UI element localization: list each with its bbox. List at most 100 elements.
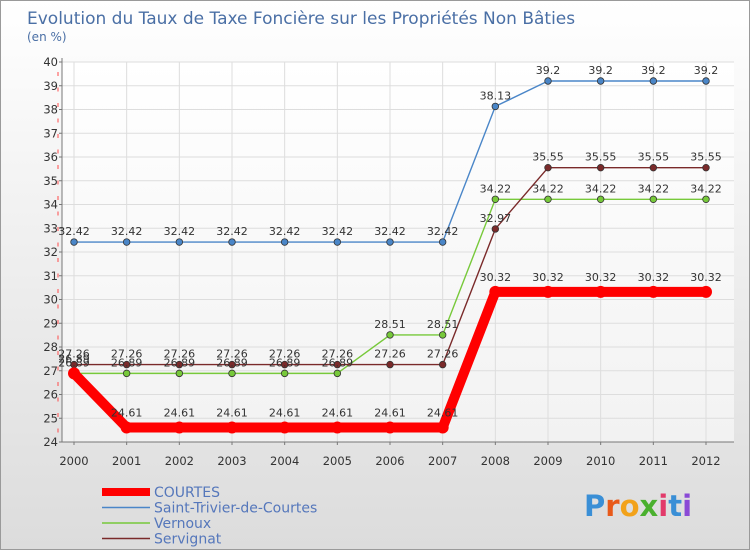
x-tick-label: 2007 [428,454,457,468]
data-label: 28.51 [374,318,406,331]
data-point [438,360,447,369]
data-point [280,369,289,378]
data-label: 30.32 [585,271,617,284]
data-label: 27.26 [164,348,196,361]
data-label: 26.89 [58,352,90,365]
y-tick-label: 30 [43,293,58,307]
data-point [702,77,710,85]
data-label: 26.89 [164,356,196,369]
data-label: 24.61 [427,407,459,420]
data-point [228,360,236,369]
data-label: 24.61 [374,407,406,420]
data-point [649,77,658,85]
data-point [489,285,502,298]
data-point [700,285,712,298]
x-tick-label: 2012 [691,454,720,468]
data-point [173,421,186,434]
data-label: 34.22 [638,182,670,195]
data-label: 27.26 [216,348,248,361]
data-point [491,195,500,203]
data-point [544,163,552,172]
data-label: 30.32 [690,271,722,284]
data-point [596,163,605,172]
data-label: 32.42 [216,225,248,238]
y-axis-unit-label: (en %) [27,30,67,44]
x-tick-label: 2005 [323,454,352,468]
data-point [175,238,184,246]
data-point [649,163,658,172]
data-label: 26.89 [58,356,90,369]
data-label: 24.61 [164,407,196,420]
data-label: 26.89 [322,356,354,369]
x-tick-label: 2009 [533,454,562,468]
data-point [596,195,605,203]
x-tick-label: 2011 [639,454,668,468]
x-tick-label: 2003 [217,454,246,468]
data-point [175,360,184,369]
data-label: 35.55 [532,151,564,164]
grid-lines [62,61,734,443]
data-point [386,331,394,339]
data-point [384,421,396,434]
data-label: 27.26 [58,348,90,361]
data-point [280,238,289,246]
data-point [228,369,236,378]
proxiti-logo-letter: i [682,489,692,523]
data-point [226,421,238,434]
data-point [386,238,394,246]
data-label: 24.61 [216,407,248,420]
proxiti-logo-letter: i [658,489,668,523]
data-label: 32.42 [164,225,196,238]
data-point [278,421,291,434]
data-label: 38.13 [480,89,512,102]
data-point [122,238,131,246]
x-tick-label: 2002 [165,454,194,468]
data-label: 27.26 [322,348,354,361]
data-point [122,369,131,378]
x-tick-label: 2006 [375,454,404,468]
data-label: 32.42 [58,225,90,238]
legend-label: COURTES [154,485,220,501]
data-label: 35.55 [638,151,670,164]
y-tick-label: 40 [43,55,58,69]
y-tick-label: 25 [43,411,58,425]
data-point [331,421,344,434]
data-label: 39.2 [694,64,719,77]
data-label: 27.26 [374,348,406,361]
x-tick-label: 2000 [59,454,88,468]
data-label: 26.89 [216,356,248,369]
y-tick-label: 33 [43,221,58,235]
data-label: 24.61 [111,407,143,420]
y-tick-label: 28 [43,340,58,354]
y-tick-label: 38 [43,103,58,117]
data-label: 30.32 [638,271,670,284]
x-tick-label: 2008 [481,454,510,468]
data-label: 30.32 [480,271,512,284]
data-point [491,225,500,233]
y-tick-label: 29 [43,316,58,330]
proxiti-logo-letter: o [620,489,640,523]
data-point [228,238,236,246]
data-point [438,331,447,339]
legend: COURTESSaint-Trivier-de-CourtesVernouxSe… [102,485,317,548]
data-label: 27.26 [111,348,143,361]
y-tick-label: 24 [43,435,58,449]
data-label: 32.42 [322,225,354,238]
data-point [175,369,184,378]
y-tick-label: 37 [43,126,58,140]
data-point [702,195,710,203]
series-lines [68,77,712,434]
data-label: 39.2 [641,64,666,77]
data-label: 34.22 [532,182,564,195]
data-label: 26.89 [269,356,301,369]
x-tick-label: 2010 [586,454,615,468]
data-label: 35.55 [690,151,722,164]
y-tick-label: 31 [43,269,58,283]
y-tick-label: 35 [43,174,58,188]
data-point [542,285,554,298]
data-point [594,285,607,298]
proxiti-logo-letter: x [640,489,659,523]
data-point [333,238,342,246]
data-point [647,285,660,298]
